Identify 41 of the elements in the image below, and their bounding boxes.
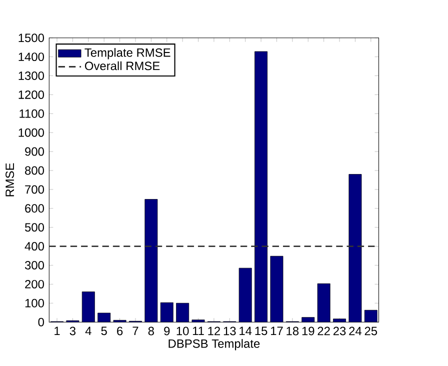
legend-label: Overall RMSE	[84, 62, 160, 70]
x-tick-label: 12	[208, 326, 220, 336]
y-tick-label: 1500	[18, 34, 44, 42]
y-tick-label: 500	[24, 223, 44, 232]
x-tick-label: 15	[255, 327, 268, 336]
x-tick-label: 17	[270, 327, 283, 336]
x-axis-title: DBPSB Template	[168, 339, 260, 350]
y-tick-label: 1000	[18, 128, 44, 138]
legend-label: Template RMSE	[84, 48, 170, 60]
y-tick-label: 200	[25, 280, 44, 289]
y-tick-label: 400	[24, 242, 44, 251]
x-tick-label: 5	[101, 327, 107, 336]
x-tick-label: 7	[132, 327, 138, 336]
y-tick-label: 1200	[18, 90, 44, 100]
x-tick-label: 3	[70, 326, 76, 336]
x-tick-label: 19	[302, 326, 314, 336]
y-tick-label: 900	[25, 148, 44, 156]
x-tick-label: 25	[364, 326, 378, 336]
x-tick-label: 14	[240, 327, 252, 336]
y-tick-label: 0	[38, 318, 44, 327]
y-tick-label: 1100	[20, 110, 44, 118]
x-tick-label: 10	[176, 326, 189, 336]
x-tick-label: 1	[54, 327, 60, 336]
y-tick-label: 100	[25, 299, 44, 308]
y-tick-label: 800	[25, 166, 44, 175]
x-tick-label: 24	[349, 326, 362, 336]
y-tick-label: 1300	[18, 72, 44, 80]
y-tick-label: 1400	[18, 52, 44, 62]
x-tick-label: 6	[117, 326, 123, 336]
y-tick-label: 300	[24, 261, 44, 270]
y-tick-label: 600	[25, 204, 44, 213]
x-tick-label: 18	[286, 326, 299, 336]
x-tick-label: 8	[148, 326, 154, 336]
y-tick-label: 700	[25, 185, 44, 194]
x-tick-label: 9	[164, 326, 170, 336]
x-tick-label: 11	[192, 327, 204, 336]
x-tick-label: 23	[333, 326, 346, 336]
x-tick-label: 22	[318, 326, 330, 336]
x-tick-label: 4	[85, 327, 92, 336]
x-tick-label: 13	[224, 326, 236, 336]
y-axis-title: RMSE	[6, 163, 14, 196]
